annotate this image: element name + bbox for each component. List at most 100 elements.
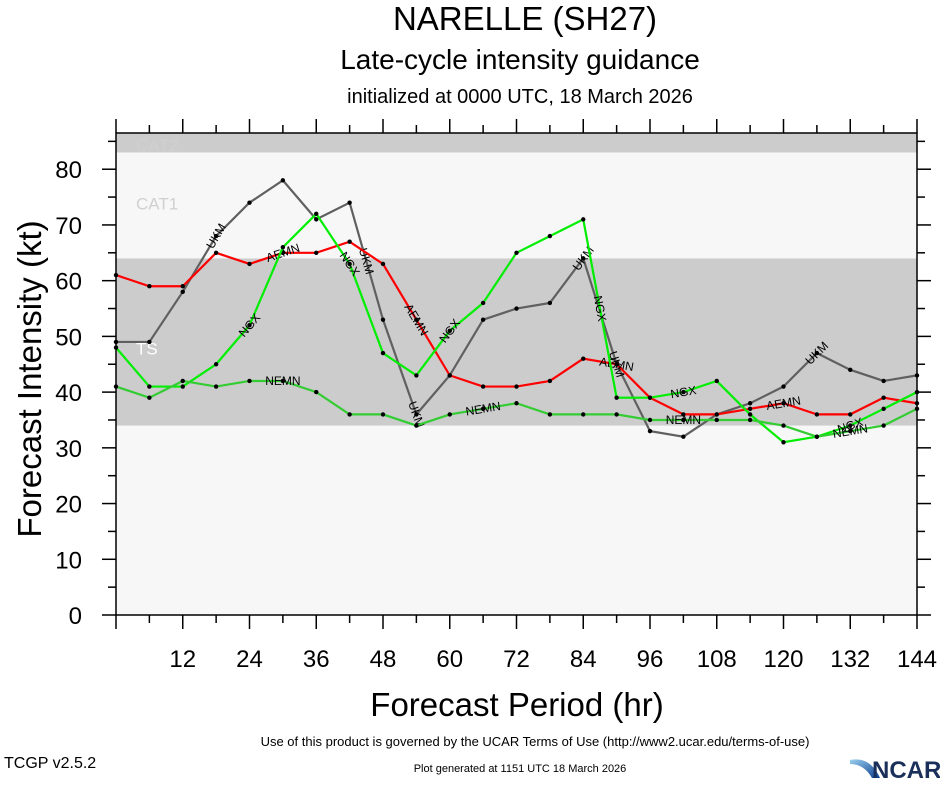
band-label-cat1: CAT1 [136,195,178,214]
data-point [380,317,386,322]
svg-text:NCAR: NCAR [872,757,940,780]
data-point [347,239,352,244]
ncar-logo-icon: NCAR [850,757,940,784]
series-label-nemn: NEMN [265,374,300,388]
data-point [781,440,786,445]
data-point [147,339,152,345]
data-point [180,378,185,384]
band-ts [116,258,917,426]
series-label-ngx: NGX [669,383,697,401]
x-axis-label: Forecast Period (hr) [370,686,664,723]
generated-time: Plot generated at 1151 UTC 18 March 2026 [413,763,627,775]
data-point [314,211,319,216]
version-label: TCGP v2.5.2 [4,755,97,772]
y-tick-label: 70 [55,213,82,240]
series-nemn: NEMN NEMN NEMN NEMN [113,374,920,441]
data-point [247,261,252,267]
data-point [147,395,152,400]
series-label-aemn: AEMN [765,393,802,413]
data-point [180,384,185,389]
data-point [514,306,519,311]
band-label-ts: TS [136,340,158,359]
data-point [848,367,853,373]
series-label-ngx: NGX [591,294,610,322]
data-point [247,378,252,384]
data-point [280,178,286,183]
data-point [514,250,519,256]
data-point [414,412,419,417]
data-point [814,434,820,439]
data-point [848,423,853,428]
data-point [881,395,886,400]
x-tick-label: 144 [897,646,937,673]
series-label-aemn: AEMN [598,354,635,374]
data-point [180,284,185,289]
data-point [581,356,586,361]
data-point [414,317,419,322]
x-tick-label: 108 [697,646,737,673]
data-point [681,412,686,417]
ncar-logo: NCAR [850,750,940,784]
chart-subtitle: Late-cycle intensity guidance [340,44,700,75]
data-point [514,401,519,406]
data-point [581,256,586,261]
data-point [647,417,653,423]
data-point [747,412,753,417]
data-point [213,250,219,256]
data-point [414,373,419,378]
data-point [781,401,786,406]
data-point [414,423,419,428]
data-point [547,300,553,306]
data-point [814,350,820,356]
data-point [714,412,719,417]
x-tick-label: 24 [236,646,263,673]
data-point [881,423,886,428]
y-tick-label: 30 [55,436,82,463]
data-point [547,233,553,239]
data-point [447,328,452,334]
y-tick-label: 50 [55,324,82,351]
data-point [647,428,653,434]
x-tick-label: 60 [436,646,463,673]
data-point [614,362,619,367]
series-ukm: UKMUKMUKMUKMUKMUKM [113,178,920,439]
data-point [747,417,753,423]
data-point [314,250,319,256]
data-point [314,389,319,395]
data-point [547,378,553,384]
data-point [213,233,219,239]
y-tick-label: 40 [55,380,82,407]
y-tick-label: 10 [55,547,82,574]
data-point [380,350,386,356]
data-point [213,384,219,389]
y-tick-label: 80 [55,157,82,184]
x-tick-label: 84 [570,646,597,673]
terms-of-use-text: Use of this product is governed by the U… [260,734,810,749]
data-point [714,378,719,384]
data-point [581,217,586,222]
data-point [280,378,286,384]
init-time: initialized at 0000 UTC, 18 March 2026 [347,86,693,108]
x-tick-label: 120 [763,646,803,673]
series-label-nemn: NEMN [666,413,701,427]
x-tick-label: 96 [637,646,664,673]
series-label-nemn: NEMN [465,399,502,419]
data-point [380,412,386,417]
data-point [614,395,619,400]
data-point [147,384,152,389]
data-point [447,373,452,378]
data-point [247,323,252,328]
data-point [681,434,686,439]
data-point [814,412,820,417]
x-tick-label: 12 [169,646,196,673]
data-point [380,261,386,267]
data-point [848,412,853,417]
data-point [647,395,653,400]
data-point [480,300,486,306]
x-tick-label: 132 [830,646,870,673]
data-point [347,412,352,417]
data-point [547,412,553,417]
data-point [480,406,486,412]
